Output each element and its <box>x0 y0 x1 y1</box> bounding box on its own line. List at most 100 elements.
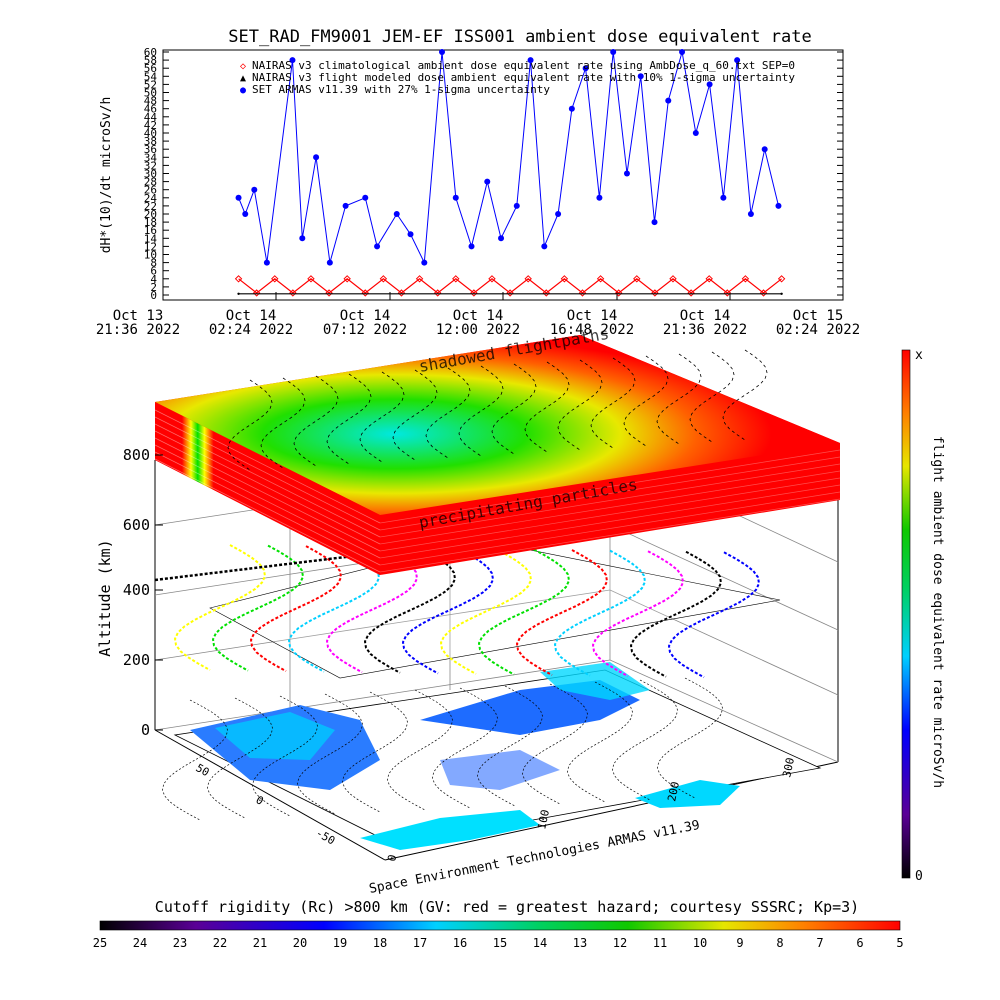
x-tick-label-time: 02:24 2022 <box>209 322 293 338</box>
orbit-track <box>363 546 457 674</box>
x-tick-label-time: 07:12 2022 <box>323 322 407 338</box>
data-point <box>468 243 475 250</box>
orbit-track <box>211 544 305 672</box>
data-point <box>234 275 243 283</box>
slab-stripe <box>154 409 381 524</box>
data-point <box>235 194 242 201</box>
y-tick-label: 0 <box>150 289 157 302</box>
legend-marker: ◇ <box>240 61 246 72</box>
y-tick-label: 20 <box>144 208 157 221</box>
ground-track <box>567 681 633 803</box>
longitude-ticks: 0 100 200 300 <box>385 756 797 862</box>
z-tick-label: 400 <box>123 581 150 599</box>
slab-stripe <box>154 416 381 531</box>
lon-tick-label: 0 <box>385 853 399 862</box>
data-point <box>415 275 424 283</box>
data-point <box>484 178 491 185</box>
ground-track <box>522 683 588 805</box>
orbit-track <box>439 548 533 675</box>
orbit-track <box>629 550 723 678</box>
y-tick-label: 2 <box>150 281 157 294</box>
data-point <box>325 289 333 297</box>
data-point <box>692 130 699 136</box>
y-tick-label: 50 <box>144 87 157 100</box>
bottom-colorbar-tick-label: 8 <box>776 936 783 950</box>
shadowed-track <box>491 363 537 455</box>
right-colorbar: x 0 flight ambient dose equivalent rate … <box>901 348 945 884</box>
shadowed-track <box>326 373 372 465</box>
data-point <box>488 275 496 283</box>
right-colorbar-gradient <box>901 349 911 879</box>
slab-stripe <box>379 463 841 538</box>
ground-track <box>297 693 363 815</box>
bottom-colorbar-tick-label: 5 <box>896 936 903 950</box>
slab-stripe <box>154 430 381 545</box>
shadowed-track <box>524 361 570 453</box>
bottom-colorbar-tick-label: 21 <box>253 936 267 950</box>
orbit-track <box>477 548 571 676</box>
shadowed-track <box>590 357 636 449</box>
shadowed-track <box>227 379 273 471</box>
right-colorbar-label: flight ambient dose equivalent rate micr… <box>930 436 945 788</box>
y-tick-label: 58 <box>144 54 157 67</box>
data-point <box>513 202 520 209</box>
y-tick-label: 16 <box>144 224 157 237</box>
shadowed-track <box>656 353 702 445</box>
data-point <box>393 211 400 217</box>
lat-tick-label: 50 <box>194 761 212 779</box>
x-tick-label-time: 02:24 2022 <box>776 322 860 338</box>
slab-layer-stripes <box>154 409 841 573</box>
bottom-colorbar-tick-label: 17 <box>413 936 427 950</box>
orbit-track <box>173 544 267 671</box>
data-point <box>242 211 249 217</box>
y-axis-ticks: 0246810121416182022242628303234363840424… <box>144 46 843 302</box>
shadowed-track <box>260 377 306 469</box>
data-point <box>596 275 605 283</box>
shadowed-track <box>557 359 603 451</box>
altitude-axis-label: Altitude (km) <box>96 539 114 656</box>
z-tick-label: 0 <box>141 721 150 739</box>
data-point <box>637 73 644 80</box>
legend-label: NAIRAS v3 climatological ambient dose eq… <box>252 59 795 72</box>
flightpath-layer <box>173 539 781 679</box>
data-point <box>307 275 315 283</box>
y-tick-label: 22 <box>144 200 157 213</box>
data-point <box>669 275 677 283</box>
y-tick-label: 10 <box>144 249 157 262</box>
ground-track <box>432 687 498 809</box>
bottom-colorbar-tick-label: 7 <box>816 936 823 950</box>
bottom-colorbar-tick-label: 22 <box>213 936 227 950</box>
bottom-colorbar-tick-label: 14 <box>533 936 547 950</box>
data-point <box>541 243 548 250</box>
shadowed-track <box>623 355 669 447</box>
data-point <box>651 219 658 226</box>
y-tick-label: 48 <box>144 95 157 108</box>
bottom-colorbar-tick-label: 25 <box>93 936 107 950</box>
x-tick-label-date: Oct 14 <box>567 308 618 324</box>
data-point <box>720 194 727 201</box>
data-point <box>780 292 783 295</box>
right-colorbar-top-label: x <box>915 348 923 363</box>
data-point <box>679 49 686 55</box>
z-tick-label: 600 <box>123 516 150 534</box>
data-point <box>759 289 768 297</box>
data-point <box>237 292 240 295</box>
data-point <box>299 235 306 242</box>
data-point <box>421 259 428 266</box>
x-tick-label-time: 21:36 2022 <box>96 322 180 338</box>
bottom-colorbar-tick-label: 18 <box>373 936 387 950</box>
x-tick-label-time: 21:36 2022 <box>663 322 747 338</box>
data-point <box>362 194 369 201</box>
y-tick-label: 60 <box>144 46 157 59</box>
y-tick-label: 54 <box>144 70 158 83</box>
orbit-track <box>401 547 495 675</box>
x-tick-label-time: 16:48 2022 <box>550 322 634 338</box>
ground-track <box>387 689 453 811</box>
y-tick-label: 38 <box>144 135 157 148</box>
shadowed-track <box>689 351 735 443</box>
y-tick-label: 14 <box>144 232 158 245</box>
y-tick-label: 56 <box>144 62 157 75</box>
bottom-colorbar-tick-label: 20 <box>293 936 307 950</box>
slab-stripe <box>154 458 381 573</box>
bottom-colorbar-tick-label: 15 <box>493 936 507 950</box>
